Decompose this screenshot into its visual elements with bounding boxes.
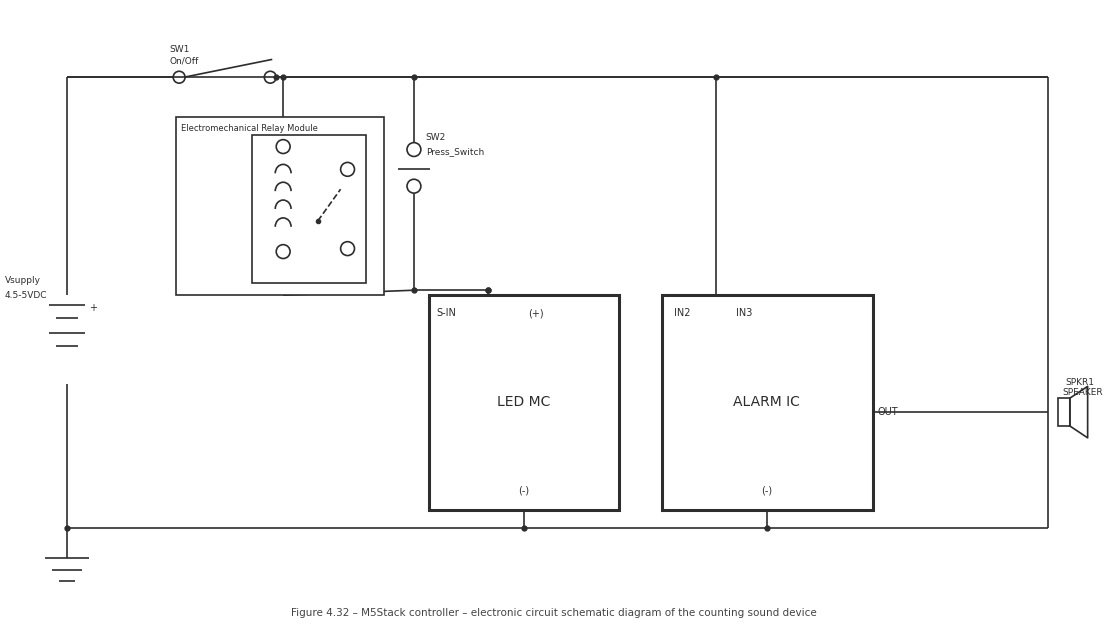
Text: SW2: SW2: [426, 133, 446, 142]
Bar: [1058, 398, 1070, 426]
Text: SPEAKER: SPEAKER: [1062, 387, 1102, 397]
Text: S-IN: S-IN: [437, 308, 457, 318]
Text: On/Off: On/Off: [169, 57, 198, 66]
Bar: [662, 295, 873, 510]
Text: LED MC: LED MC: [497, 395, 550, 409]
Text: (-): (-): [761, 485, 772, 495]
Text: SW1: SW1: [169, 45, 190, 54]
Text: SPKR1: SPKR1: [1065, 378, 1095, 387]
Text: IN2: IN2: [674, 308, 691, 318]
Text: OUT: OUT: [877, 407, 898, 417]
Bar: [176, 117, 385, 295]
Text: 4.5-5VDC: 4.5-5VDC: [4, 291, 47, 300]
Text: IN3: IN3: [736, 308, 753, 318]
Text: Press_Switch: Press_Switch: [426, 147, 484, 156]
Bar: [429, 295, 619, 510]
Text: ALARM IC: ALARM IC: [733, 395, 800, 409]
Bar: [252, 134, 366, 283]
Text: Figure 4.32 – M5Stack controller – electronic circuit schematic diagram of the c: Figure 4.32 – M5Stack controller – elect…: [290, 608, 816, 618]
Text: (-): (-): [518, 485, 529, 495]
Text: +: +: [89, 303, 97, 313]
Text: Electromechanical Relay Module: Electromechanical Relay Module: [181, 124, 318, 133]
Text: (+): (+): [528, 308, 544, 318]
Text: Vsupply: Vsupply: [4, 276, 41, 285]
